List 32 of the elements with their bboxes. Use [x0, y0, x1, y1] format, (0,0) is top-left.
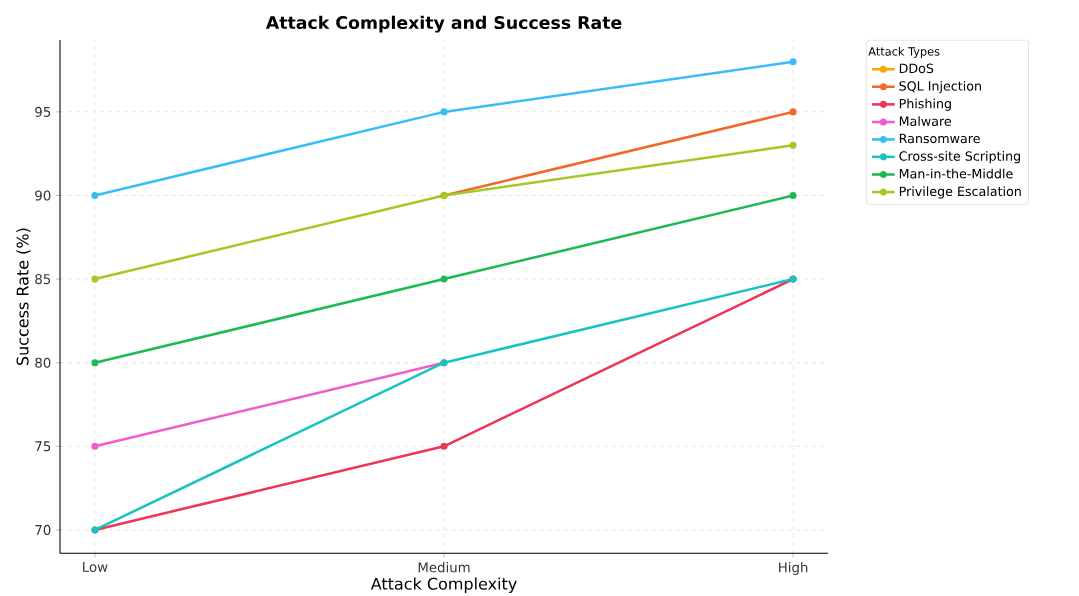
point	[440, 108, 448, 116]
y-tick-label: 85	[35, 274, 51, 285]
legend-label: Cross-site Scripting	[899, 151, 1021, 164]
x-tick-label: Medium	[418, 562, 470, 573]
point	[789, 191, 797, 200]
x-tick-label: High	[779, 562, 808, 575]
legend-label: Ransomware	[899, 133, 980, 144]
legend-label: Phishing	[899, 98, 951, 111]
legend-label: Malware	[899, 116, 952, 126]
y-tick-label: 70	[35, 524, 51, 535]
point	[789, 58, 797, 66]
point	[91, 191, 99, 200]
y-tick-label: 80	[35, 357, 51, 368]
x-tick-label: Low	[83, 562, 108, 572]
legend-label: Man-in-the-Middle	[899, 168, 1013, 179]
y-axis-title: Success Rate (%)	[16, 228, 31, 366]
legend-label: SQL Injection	[899, 80, 981, 94]
legend-title: Attack Types	[868, 46, 940, 58]
point	[440, 275, 448, 283]
y-tick-label: 90	[35, 190, 51, 201]
point	[440, 442, 448, 450]
chart-title: Attack Complexity and Success Rate	[265, 15, 622, 33]
legend-label: DDoS	[899, 63, 934, 74]
point	[91, 359, 99, 367]
y-tick-label: 95	[35, 106, 51, 117]
x-axis-title: Attack Complexity	[370, 577, 517, 593]
point	[91, 442, 99, 450]
point	[91, 275, 99, 283]
point	[789, 141, 797, 149]
legend-label: Privilege Escalation	[899, 186, 1021, 199]
point	[789, 108, 797, 116]
y-tick-label: 75	[35, 441, 51, 452]
